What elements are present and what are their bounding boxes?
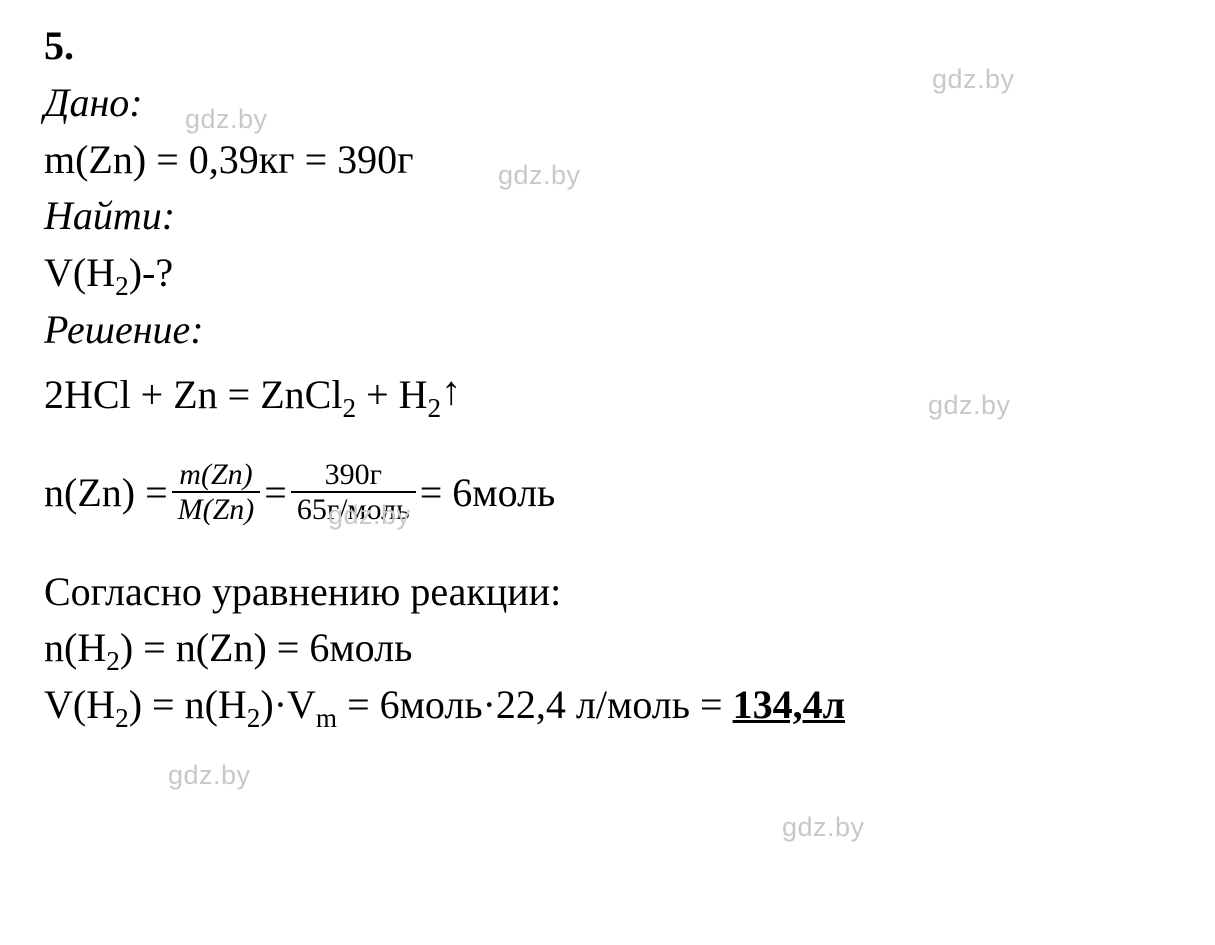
VH2-p1: V(H xyxy=(44,682,115,727)
find-line: V(H2)-? xyxy=(44,245,1215,302)
answer: 134,4л xyxy=(733,682,845,727)
problem-page: 5. Дано: m(Zn) = 0,39кг = 390г Найти: V(… xyxy=(0,0,1215,734)
nH2-s1: 2 xyxy=(106,646,120,676)
VH2-s2: 2 xyxy=(247,703,261,733)
frac1-num: m(Zn) xyxy=(172,458,261,493)
moles-lhs: n(Zn) = xyxy=(44,465,168,522)
fraction-2: 390г 65г/моль xyxy=(291,458,416,526)
solution-label: Решение: xyxy=(44,302,1215,359)
frac1-den: M(Zn) xyxy=(172,493,261,526)
find-prefix: V(H xyxy=(44,250,115,295)
watermark: gdz.by xyxy=(168,760,251,791)
nH2-p1: n(H xyxy=(44,625,106,670)
v-h2-line: V(H2) = n(H2)·Vm = 6моль·22,4 л/моль = 1… xyxy=(44,677,1215,734)
find-sub: 2 xyxy=(115,271,129,301)
eqn-sub2: 2 xyxy=(428,393,442,423)
given-line: m(Zn) = 0,39кг = 390г xyxy=(44,132,1215,189)
moles-rhs: = 6моль xyxy=(420,465,556,522)
eqn-mid: + H xyxy=(356,372,427,417)
nH2-p2: ) = n(Zn) = 6моль xyxy=(120,625,413,670)
VH2-s3: m xyxy=(316,703,337,733)
problem-number: 5. xyxy=(44,18,1215,75)
frac2-num: 390г xyxy=(291,458,416,493)
conclusion-intro: Согласно уравнению реакции: xyxy=(44,564,1215,621)
moles-calc: n(Zn) = m(Zn) M(Zn) = 390г 65г/моль = 6м… xyxy=(44,460,1215,528)
VH2-p4: = 6моль·22,4 л/моль = xyxy=(337,682,733,727)
n-h2-line: n(H2) = n(Zn) = 6моль xyxy=(44,620,1215,677)
VH2-p3: )·V xyxy=(260,682,316,727)
fraction-1: m(Zn) M(Zn) xyxy=(172,458,261,526)
VH2-p2: ) = n(H xyxy=(129,682,247,727)
VH2-s1: 2 xyxy=(115,703,129,733)
eqn-prefix: 2HCl + Zn = ZnCl xyxy=(44,372,342,417)
up-arrow-icon: ↑ xyxy=(441,363,461,420)
find-suffix: )-? xyxy=(129,250,173,295)
watermark: gdz.by xyxy=(782,812,865,843)
given-label: Дано: xyxy=(44,75,1215,132)
find-label: Найти: xyxy=(44,188,1215,245)
eqn-sub1: 2 xyxy=(342,393,356,423)
moles-eq1: = xyxy=(264,465,287,522)
frac2-den: 65г/моль xyxy=(291,493,416,526)
reaction-equation: 2HCl + Zn = ZnCl2 + H2↑ xyxy=(44,367,1215,424)
